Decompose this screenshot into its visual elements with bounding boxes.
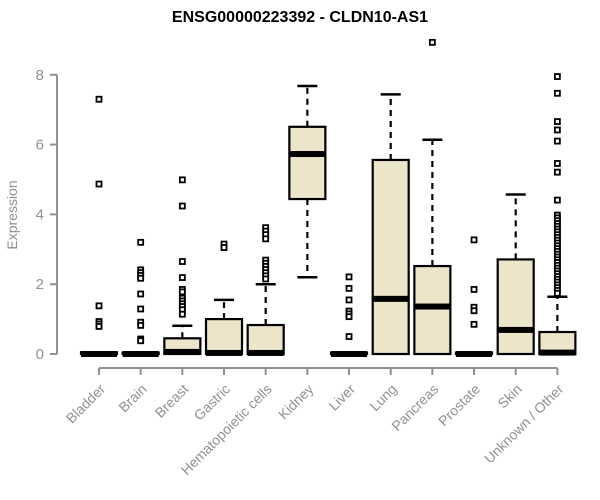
- outlier-point: [178, 310, 186, 318]
- median-bar: [122, 351, 159, 357]
- boxplot-unknown-other: [538, 73, 577, 356]
- boxplot-prostate: [454, 236, 494, 357]
- outlier-point: [137, 274, 145, 282]
- x-tick-label-breast: Breast: [152, 381, 192, 421]
- outlier-point: [345, 296, 353, 304]
- median-bar: [539, 349, 576, 356]
- median-bar: [414, 303, 451, 310]
- outlier-point: [262, 275, 270, 283]
- outlier-point: [428, 38, 436, 46]
- boxplot-bladder: [79, 95, 119, 357]
- median-bar: [497, 326, 534, 333]
- iqr-box: [246, 323, 285, 356]
- outlier-point: [220, 244, 228, 251]
- y-tick-label-8: 8: [36, 67, 44, 84]
- outlier-point: [553, 118, 561, 125]
- outlier-point: [95, 180, 103, 188]
- outlier-point: [553, 126, 561, 134]
- outlier-point: [470, 236, 478, 244]
- iqr-box: [204, 318, 244, 356]
- outlier-point: [95, 95, 103, 103]
- chart-title: ENSG00000223392 - CLDN10-AS1: [172, 9, 428, 26]
- outlier-point: [178, 258, 186, 265]
- outlier-point: [178, 274, 186, 281]
- outlier-point: [345, 284, 353, 292]
- boxplot-lung: [371, 93, 410, 356]
- outlier-point: [553, 89, 561, 97]
- outlier-point: [553, 73, 561, 80]
- outlier-point: [137, 305, 145, 313]
- x-tick-label-unknown-other: Unknown / Other: [481, 381, 567, 467]
- outlier-point: [262, 235, 270, 243]
- median-bar: [81, 351, 117, 357]
- y-tick-label-4: 4: [36, 206, 44, 223]
- outlier-point: [345, 313, 353, 321]
- outlier-point: [470, 320, 478, 328]
- y-tick-label-2: 2: [36, 276, 44, 293]
- outlier-point: [137, 321, 145, 329]
- outlier-point: [553, 137, 561, 145]
- x-tick-label-skin: Skin: [494, 381, 525, 412]
- y-axis: 0 2 4 6 8: [36, 67, 58, 363]
- x-tick-label-lung: Lung: [366, 381, 399, 414]
- x-tick-label-brain: Brain: [115, 381, 149, 415]
- y-tick-label-6: 6: [36, 137, 44, 154]
- outlier-point: [470, 307, 478, 315]
- y-axis-label: Expression: [4, 180, 20, 249]
- outlier-point: [178, 288, 186, 296]
- outlier-point: [178, 176, 186, 184]
- median-bar: [289, 151, 326, 158]
- boxplot-kidney: [288, 84, 327, 279]
- plot-area: [79, 38, 577, 357]
- boxplot-brain: [121, 238, 160, 357]
- outlier-point: [137, 290, 145, 298]
- median-bar: [456, 351, 493, 357]
- boxplot-gastric: [204, 240, 244, 356]
- y-tick-label-0: 0: [36, 346, 44, 363]
- boxplot-pancreas: [413, 38, 452, 356]
- outlier-point: [553, 168, 561, 176]
- median-bar: [247, 349, 284, 356]
- x-tick-label-kidney: Kidney: [275, 381, 317, 423]
- boxplot-hematopoietic-cells: [246, 224, 285, 356]
- outlier-point: [137, 337, 145, 345]
- outlier-point: [553, 160, 561, 167]
- outlier-point: [137, 238, 145, 246]
- iqr-box: [413, 264, 452, 356]
- iqr-box: [371, 158, 410, 356]
- median-bar: [331, 351, 368, 357]
- median-bar: [206, 349, 243, 356]
- outlier-point: [345, 333, 353, 340]
- outlier-point: [553, 289, 561, 297]
- outlier-point: [178, 202, 186, 210]
- iqr-box: [496, 258, 535, 356]
- outlier-point: [95, 302, 103, 310]
- median-bar: [164, 348, 201, 355]
- median-bar: [372, 295, 409, 302]
- boxplot-liver: [329, 273, 369, 357]
- outlier-point: [553, 196, 561, 204]
- x-tick-label-liver: Liver: [325, 381, 358, 414]
- boxplot-skin: [496, 193, 535, 356]
- outlier-point: [95, 323, 103, 330]
- x-tick-label-bladder: Bladder: [63, 381, 109, 427]
- outlier-point: [345, 273, 353, 281]
- iqr-box: [288, 125, 327, 201]
- x-tick-label-prostate: Prostate: [435, 381, 483, 429]
- outlier-point: [470, 286, 478, 293]
- boxplot-breast: [163, 176, 202, 356]
